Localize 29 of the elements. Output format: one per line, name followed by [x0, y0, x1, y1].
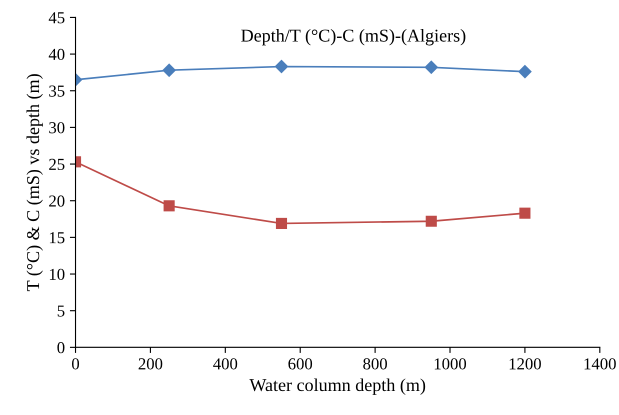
x-tick-label: 600 — [288, 358, 312, 370]
y-tick-label: 20 — [49, 195, 64, 207]
y-tick-label: 25 — [49, 158, 64, 170]
x-tick-label: 400 — [213, 358, 238, 370]
y-tick-label: 40 — [48, 48, 64, 60]
x-tick-label: 200 — [138, 358, 162, 370]
point — [276, 218, 288, 230]
y-tick-label: 5 — [58, 306, 64, 317]
point — [518, 65, 532, 78]
point — [426, 216, 437, 227]
x-tick-label: 1000 — [434, 358, 466, 370]
point — [424, 60, 438, 74]
y-tick-label: 30 — [49, 122, 64, 134]
x-tick-label: 1200 — [510, 358, 541, 370]
point — [519, 208, 530, 219]
x-tick-label: 0 — [72, 358, 80, 370]
y-tick-label: 10 — [50, 268, 64, 280]
point — [162, 64, 176, 77]
y-tick-label: 35 — [49, 85, 64, 97]
text: Depth/T (°C)-C (mS)-(Algiers) — [241, 29, 466, 46]
x-axis-title: Water column depth (m) — [249, 378, 426, 395]
y-tick-label: 45 — [48, 12, 64, 24]
point — [164, 200, 175, 212]
x-tick-label: 800 — [363, 358, 387, 370]
x-tick-label: 1400 — [584, 358, 616, 370]
y-axis-title: T (°C) & C (mS) vs depth (m) — [26, 74, 43, 292]
y-tick-label: 15 — [50, 232, 64, 244]
y-tick-label: 0 — [57, 342, 64, 354]
point — [274, 60, 288, 74]
